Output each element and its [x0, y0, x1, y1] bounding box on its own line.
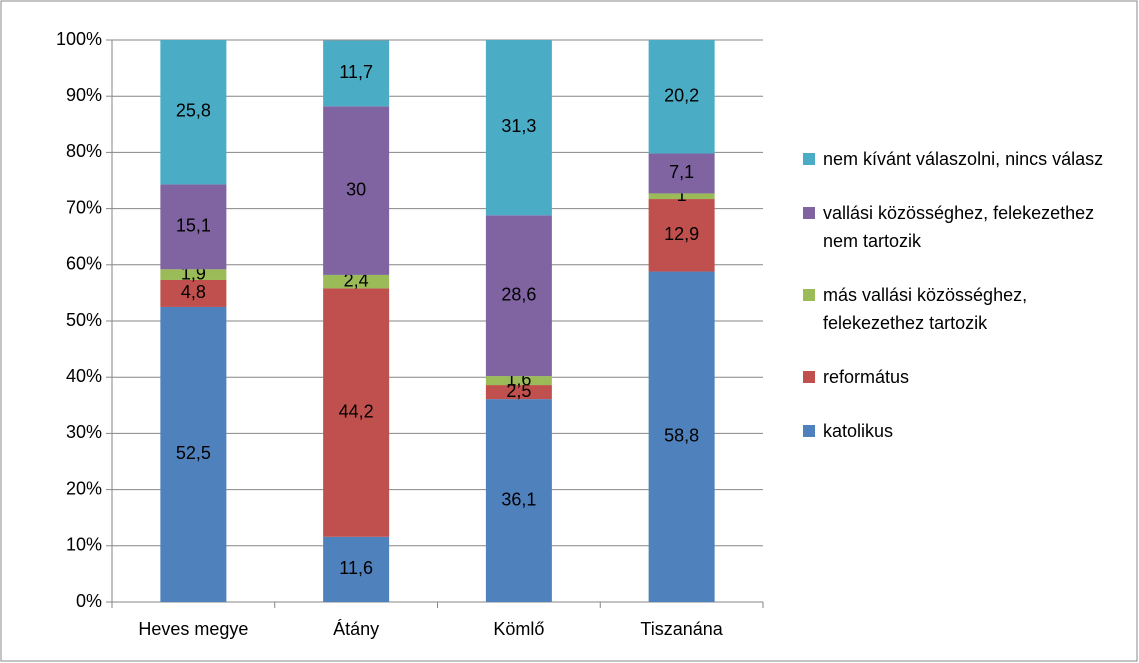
- y-tick-label: 60%: [66, 254, 102, 274]
- legend-label: katolikus: [823, 421, 894, 441]
- y-tick-label: 70%: [66, 197, 102, 217]
- data-label: 11,7: [339, 62, 373, 82]
- data-label: 36,1: [501, 489, 536, 509]
- y-tick-label: 10%: [66, 535, 102, 555]
- bar-segment: [160, 184, 227, 270]
- data-label: 31,3: [501, 116, 536, 136]
- bar-segment: [648, 40, 715, 154]
- y-tick-label: 80%: [66, 141, 102, 161]
- legend-swatch: [803, 289, 815, 301]
- data-label: 12,9: [664, 224, 699, 244]
- data-label: 1: [677, 185, 687, 205]
- y-tick-label: 40%: [66, 366, 102, 386]
- legend-item: katolikus: [803, 417, 1113, 445]
- bar-segment: [485, 40, 552, 216]
- y-tick-label: 20%: [66, 478, 102, 498]
- legend-label: református: [823, 367, 910, 387]
- bar-segment: [485, 399, 552, 602]
- data-label: 58,8: [664, 426, 699, 446]
- legend-item: református: [803, 363, 1113, 391]
- data-label: 44,2: [339, 401, 374, 421]
- legend-label: más vallási közösséghez, felekezethez ta…: [823, 285, 1028, 333]
- data-label: 15,1: [176, 216, 211, 236]
- bar-segment: [648, 153, 715, 194]
- data-label: 20,2: [664, 86, 699, 106]
- bar-segment: [160, 306, 227, 602]
- legend-item: vallási közösséghez, felekezethez nem ta…: [803, 199, 1113, 255]
- bar-segment: [160, 269, 227, 280]
- y-tick-label: 50%: [66, 310, 102, 330]
- legend-swatch: [803, 425, 815, 437]
- data-label: 30: [346, 179, 366, 199]
- data-label: 25,8: [176, 101, 211, 121]
- legend-label: vallási közösséghez, felekezethez nem ta…: [823, 203, 1095, 251]
- bar-segment: [648, 193, 715, 200]
- bar-segment: [648, 199, 715, 272]
- bar-segment: [323, 40, 390, 107]
- x-tick-label: Átány: [333, 619, 379, 639]
- y-tick-label: 30%: [66, 422, 102, 442]
- x-tick-label: Kömlő: [493, 619, 544, 639]
- bar-segment: [160, 40, 227, 185]
- data-label: 28,6: [501, 284, 536, 304]
- data-label: 7,1: [669, 162, 694, 182]
- bar-segment: [485, 215, 552, 377]
- data-label: 4,8: [181, 282, 206, 302]
- legend-swatch: [803, 207, 815, 219]
- x-tick-label: Heves megye: [138, 619, 248, 639]
- x-tick-label: Tiszanána: [640, 619, 723, 639]
- legend-swatch: [803, 371, 815, 383]
- data-label: 2,4: [344, 270, 369, 290]
- bar-segment: [323, 536, 390, 602]
- legend-label: nem kívánt válaszolni, nincs válasz: [823, 149, 1104, 169]
- data-label: 11,6: [339, 558, 373, 578]
- bar-segment: [485, 385, 552, 400]
- bar-segment: [648, 271, 715, 602]
- y-tick-label: 100%: [56, 29, 102, 49]
- bar-segment: [485, 376, 552, 386]
- legend-item: más vallási közösséghez, felekezethez ta…: [803, 281, 1113, 337]
- bar-segment: [323, 106, 390, 275]
- y-tick-label: 0%: [76, 591, 102, 611]
- y-tick-label: 90%: [66, 85, 102, 105]
- legend: nem kívánt válaszolni, nincs válasz vallá…: [803, 145, 1113, 471]
- bar-segment: [323, 274, 390, 289]
- legend-swatch: [803, 153, 815, 165]
- bar-segment: [323, 288, 390, 537]
- bar-segment: [160, 279, 227, 307]
- data-label: 52,5: [176, 443, 211, 463]
- legend-item: nem kívánt válaszolni, nincs válasz: [803, 145, 1113, 173]
- data-label: 2,5: [506, 381, 531, 401]
